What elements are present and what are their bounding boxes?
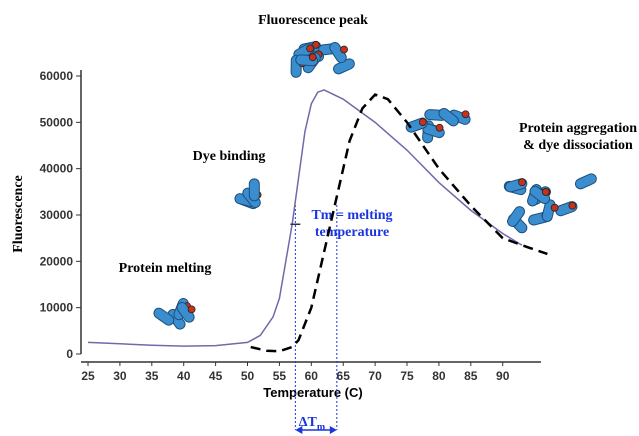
delta-tm-sub: m xyxy=(317,422,326,433)
series-line xyxy=(88,90,522,346)
tm-label: Tm = melting xyxy=(311,208,392,223)
x-tick-label: 70 xyxy=(368,369,382,383)
x-tick-label: 55 xyxy=(273,369,287,383)
x-tick-label: 90 xyxy=(496,369,510,383)
x-tick-label: 50 xyxy=(241,369,255,383)
x-tick-label: 25 xyxy=(81,369,95,383)
y-tick-label: 10000 xyxy=(40,301,74,315)
x-tick-label: 80 xyxy=(432,369,446,383)
dye xyxy=(188,306,195,313)
dye xyxy=(462,111,469,118)
x-tick-label: 30 xyxy=(113,369,127,383)
protein-icon xyxy=(152,297,196,331)
dye xyxy=(519,179,526,186)
dye xyxy=(542,188,549,195)
y-tick-label: 20000 xyxy=(40,254,74,268)
aggregation-label: Protein aggregation xyxy=(519,121,637,136)
tm-label: temperature xyxy=(315,225,389,240)
aggregation-label: & dye dissociation xyxy=(523,138,633,153)
x-tick-label: 60 xyxy=(305,369,319,383)
x-tick-label: 85 xyxy=(464,369,478,383)
helix xyxy=(249,179,259,201)
x-axis-title: Temperature (C) xyxy=(263,385,362,400)
dye xyxy=(309,54,316,61)
x-tick-label: 40 xyxy=(177,369,191,383)
y-tick-label: 30000 xyxy=(40,208,74,222)
protein-icon xyxy=(234,179,263,210)
y-tick-label: 40000 xyxy=(40,162,74,176)
x-tick-label: 75 xyxy=(400,369,414,383)
melting-label: Protein melting xyxy=(119,261,212,276)
dye-binding-label: Dye binding xyxy=(193,149,266,164)
dye xyxy=(419,119,426,126)
dye xyxy=(569,202,576,209)
x-tick-label: 65 xyxy=(337,369,351,383)
helix xyxy=(574,172,598,190)
dye xyxy=(307,45,314,52)
y-tick-label: 60000 xyxy=(40,69,74,83)
chart: Fluorescence peak Dye binding Protein me… xyxy=(0,0,639,436)
protein-icon xyxy=(291,41,356,78)
dye xyxy=(551,204,558,211)
x-tick-label: 45 xyxy=(209,369,223,383)
dye xyxy=(436,124,443,131)
protein-icon xyxy=(503,172,598,235)
y-tick-label: 50000 xyxy=(40,115,74,129)
protein-icon xyxy=(405,106,472,143)
dye xyxy=(341,46,348,53)
peak-label: Fluorescence peak xyxy=(258,13,368,28)
x-tick-label: 35 xyxy=(145,369,159,383)
y-axis-title: Fluorescence xyxy=(11,175,26,253)
y-tick-label: 0 xyxy=(66,347,73,361)
